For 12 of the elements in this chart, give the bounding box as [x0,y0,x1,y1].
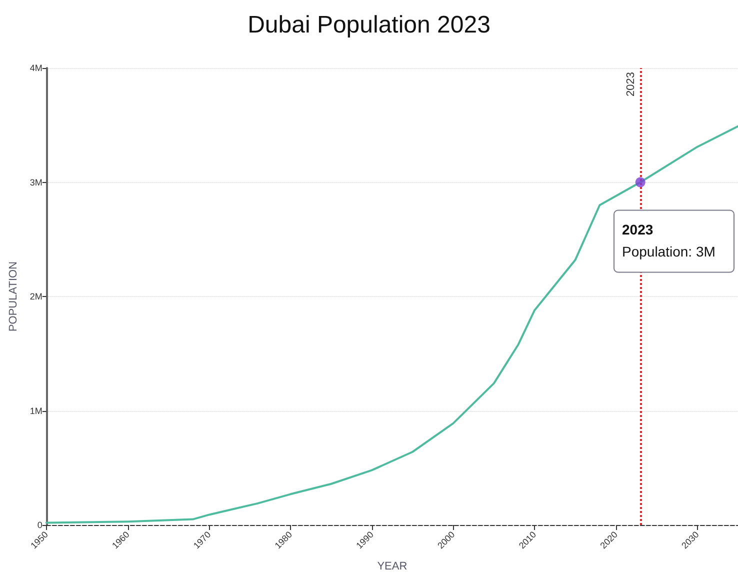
y-axis-title: POPULATION [8,261,20,332]
y-tick-label: 1M [30,406,42,416]
annotation: Population: 3M [622,243,716,260]
annotation: 2023 [622,221,654,238]
y-tick-label: 4M [30,63,42,73]
x-axis-title: YEAR [377,560,408,572]
y-tick-label: 2M [30,292,42,302]
chart-title: Dubai Population 2023 [248,12,490,38]
ref-line-label: 2023 [624,72,637,96]
line-series [45,125,738,524]
y-tick-label: 3M [30,177,42,188]
y-tick-label: 0 [37,520,42,530]
